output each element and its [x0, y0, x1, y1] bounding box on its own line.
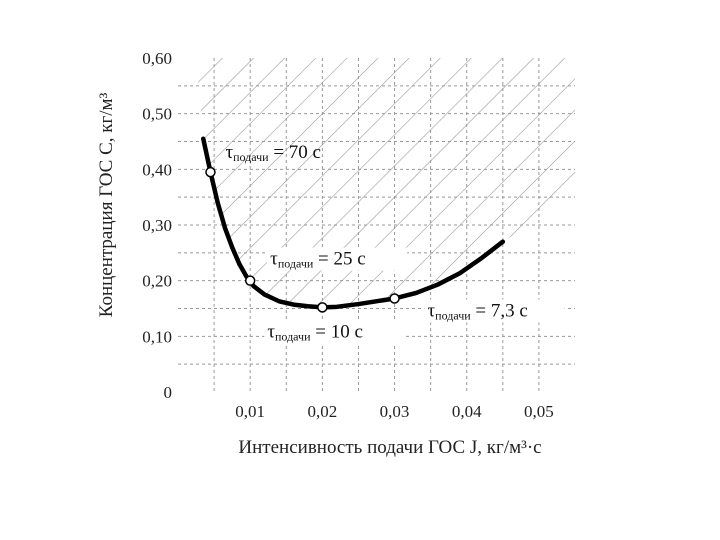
- y-tick-label: 0,40: [142, 160, 172, 179]
- y-tick-label: 0,60: [142, 49, 172, 68]
- point-annotation: τподачи = 25 с: [270, 249, 366, 271]
- curve-layer: [201, 136, 506, 310]
- hatched-region: [196, 58, 575, 308]
- data-point: [205, 166, 216, 178]
- x-tick-label: 0,01: [235, 402, 265, 421]
- point-annotation: τподачи = 10 с: [267, 321, 363, 343]
- data-point: [244, 275, 256, 286]
- y-tick-label: 0,30: [142, 216, 172, 235]
- annotation-background: [424, 299, 565, 323]
- annotation-background: [264, 320, 405, 344]
- point-annotation: τподачи = 7,3 с: [428, 300, 528, 322]
- data-point: [317, 302, 328, 313]
- y-tick-label: 0,20: [142, 272, 172, 291]
- curve-line: [201, 136, 506, 310]
- y-tick-label: 0: [164, 383, 173, 402]
- x-tick-label: 0,05: [524, 402, 554, 421]
- x-tick-label: 0,04: [452, 402, 482, 421]
- hatch-area: [196, 58, 575, 308]
- y-tick-label: 0,10: [142, 327, 172, 346]
- x-tick-label: 0,02: [307, 402, 337, 421]
- x-axis-title: Интенсивность подачи ГОС J, кг/м³·с: [238, 437, 541, 458]
- tick-labels: 0,01 0,02 0,03 0,04 0,05 0 0,10 0,20 0,30 0,40 0,5…: [142, 49, 554, 421]
- points-layer: [205, 166, 400, 313]
- x-tick-label: 0,03: [380, 402, 410, 421]
- annotations: τподачи = 70 с τподачи = 25 с τподачи = 10…: [225, 142, 565, 344]
- point-annotation: τподачи = 70 с: [225, 142, 321, 164]
- annotation-background: [267, 247, 408, 271]
- data-point: [389, 293, 400, 304]
- y-axis-title: Концентрация ГОС C, кг/м³: [96, 92, 117, 317]
- y-tick-label: 0,50: [142, 105, 172, 124]
